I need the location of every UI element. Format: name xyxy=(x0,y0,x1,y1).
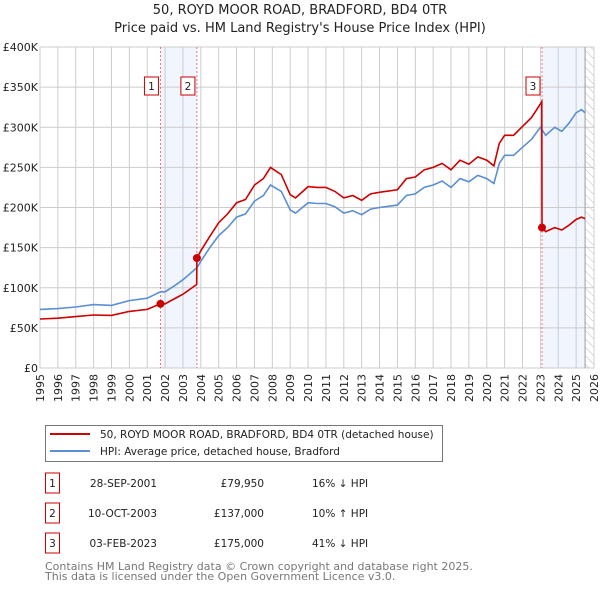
row-number: 1 xyxy=(49,478,56,490)
x-tick-label: 2002 xyxy=(159,374,172,402)
x-tick-label: 2012 xyxy=(338,374,351,402)
x-tick-label: 2022 xyxy=(517,374,530,402)
plot-area: 1995 1996 1997 1998 1999 2000 2001 2002 2003 2004… xyxy=(3,41,600,402)
table-row: 2 10-OCT-2003 £137,000 10% ↑ HPI xyxy=(45,502,368,524)
sale-point-3 xyxy=(537,223,546,232)
sale-label-2: 2 xyxy=(185,81,192,93)
x-tick-label: 2024 xyxy=(552,374,565,402)
legend-label-property: 50, ROYD MOOR ROAD, BRADFORD, BD4 0TR (d… xyxy=(100,429,434,441)
sale-point-2 xyxy=(192,254,201,263)
x-tick-label: 2013 xyxy=(356,374,369,402)
y-tick-label: £100K xyxy=(3,282,39,295)
x-tick-label: 2021 xyxy=(499,374,512,402)
y-tick-label: £0 xyxy=(24,362,38,375)
table-row: 1 28-SEP-2001 £79,950 16% ↓ HPI xyxy=(45,472,368,494)
footer-line-2: This data is licensed under the Open Gov… xyxy=(44,570,395,583)
x-tick-label: 1998 xyxy=(88,374,101,402)
y-tick-label: £150K xyxy=(3,242,39,255)
property-price-line xyxy=(39,98,586,320)
x-tick-label: 2003 xyxy=(177,374,190,402)
y-tick-label: £400K xyxy=(3,41,39,54)
row-number: 3 xyxy=(49,538,56,550)
y-tick-label: £300K xyxy=(3,121,39,134)
sales-table: 1 28-SEP-2001 £79,950 16% ↓ HPI 2 10-OCT-2003… xyxy=(45,472,368,554)
x-tick-label: 2019 xyxy=(463,374,476,402)
x-tick-label: 1999 xyxy=(105,374,118,402)
x-tick-label: 2006 xyxy=(231,374,244,402)
x-tick-label: 1996 xyxy=(52,374,65,402)
x-tick-label: 2007 xyxy=(248,374,261,402)
hpi-comparison: 10% ↑ HPI xyxy=(312,508,368,520)
x-tick-label: 2023 xyxy=(534,374,547,402)
footer-line-1: Contains HM Land Registry data © Crown c… xyxy=(45,560,473,573)
y-tick-label: £50K xyxy=(10,322,39,335)
x-tick-label: 2008 xyxy=(266,374,279,402)
sale-price: £79,950 xyxy=(221,478,264,490)
row-number-box xyxy=(45,472,60,494)
x-tick-label: 2016 xyxy=(409,374,422,402)
x-tick-label: 2017 xyxy=(427,374,440,402)
y-tick-label: £350K xyxy=(3,81,39,94)
x-tick-label: 2005 xyxy=(213,374,226,402)
chart-subtitle: Price paid vs. HM Land Registry's House … xyxy=(114,21,486,36)
x-tick-label: 2018 xyxy=(445,374,458,402)
sale-date: 10-OCT-2003 xyxy=(88,508,157,520)
sale-date: 03-FEB-2023 xyxy=(89,538,157,550)
hpi-comparison: 16% ↓ HPI xyxy=(312,478,368,490)
sale-price: £137,000 xyxy=(214,508,264,520)
y-tick-label: £250K xyxy=(3,161,39,174)
x-tick-label: 1995 xyxy=(34,374,47,402)
row-number-box xyxy=(45,502,60,524)
x-tick-label: 2004 xyxy=(195,374,208,402)
hpi-line xyxy=(39,108,586,311)
sale-label-1: 1 xyxy=(148,81,155,93)
sale-label-box-2 xyxy=(180,76,196,96)
x-tick-label: 2020 xyxy=(481,374,494,402)
y-tick-label: £200K xyxy=(3,202,39,215)
sale-label-3: 3 xyxy=(530,81,537,93)
hpi-comparison: 41% ↓ HPI xyxy=(312,538,368,550)
row-number: 2 xyxy=(49,508,56,520)
row-number-box xyxy=(45,532,60,554)
sale-label-box-3 xyxy=(525,76,541,96)
sale-date: 28-SEP-2001 xyxy=(90,478,157,490)
x-tick-label: 2014 xyxy=(374,374,387,402)
legend-label-hpi: HPI: Average price, detached house, Brad… xyxy=(100,446,340,458)
table-row: 3 03-FEB-2023 £175,000 41% ↓ HPI xyxy=(45,532,368,554)
chart-title: 50, ROYD MOOR ROAD, BRADFORD, BD4 0TR xyxy=(153,3,447,18)
sale-price: £175,000 xyxy=(214,538,264,550)
x-tick-label: 2026 xyxy=(588,374,600,402)
x-tick-label: 2000 xyxy=(123,374,136,402)
x-tick-label: 1997 xyxy=(70,374,83,402)
x-tick-label: 2010 xyxy=(302,374,315,402)
x-tick-label: 2001 xyxy=(141,374,154,402)
sale-label-box-1 xyxy=(143,76,159,96)
sale-point-1 xyxy=(156,299,165,308)
x-tick-label: 2011 xyxy=(320,374,333,402)
legend: 50, ROYD MOOR ROAD, BRADFORD, BD4 0TR (d… xyxy=(45,425,443,462)
x-tick-label: 2009 xyxy=(284,374,297,402)
x-tick-label: 2025 xyxy=(570,374,583,402)
x-tick-label: 2015 xyxy=(391,374,404,402)
